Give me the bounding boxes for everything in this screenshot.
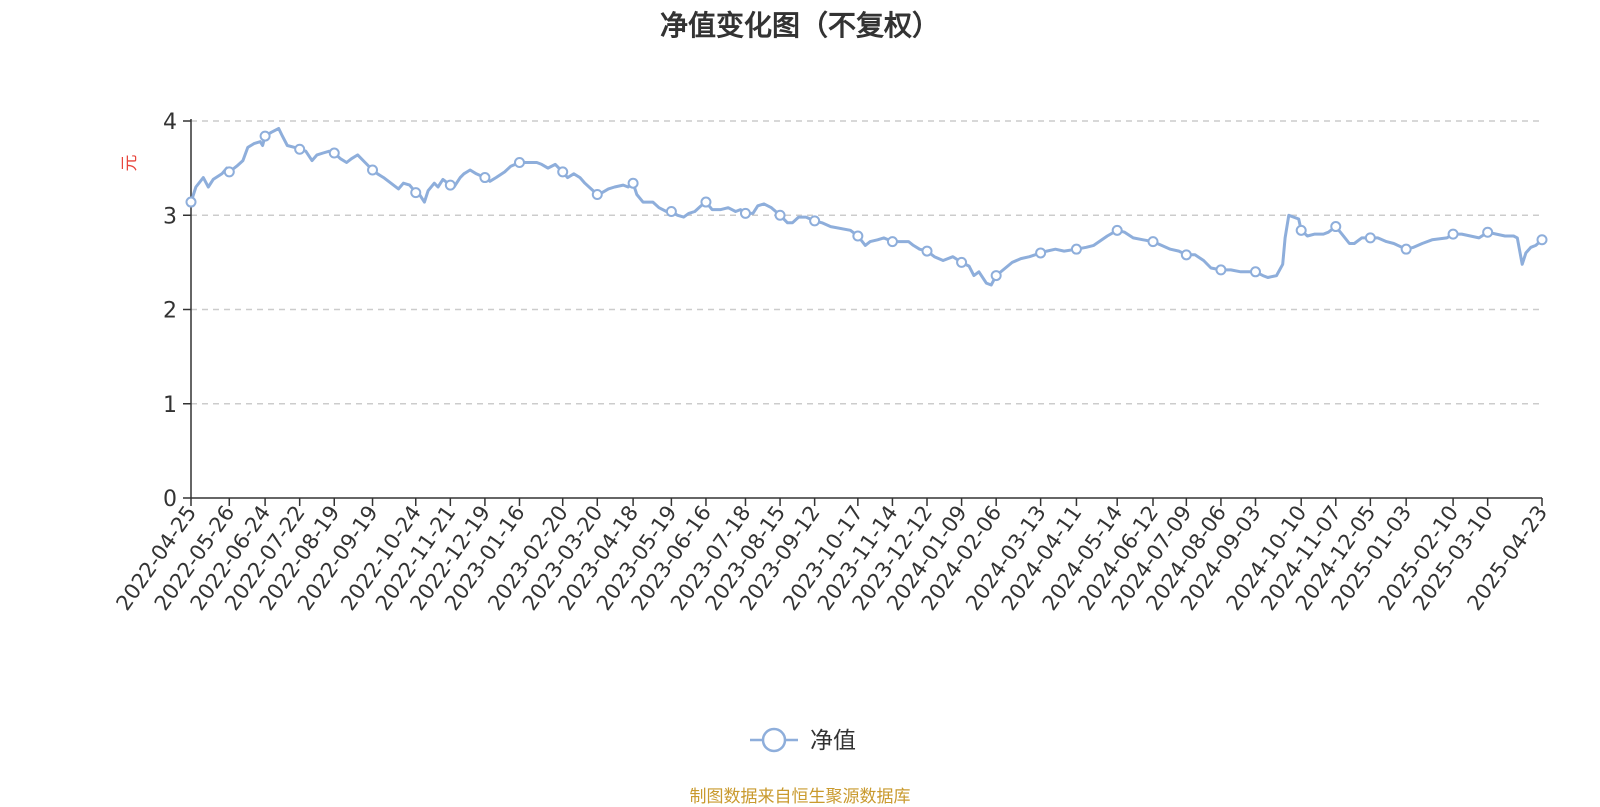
data-point-marker[interactable] [774, 209, 786, 221]
data-point-marker[interactable] [1482, 226, 1494, 238]
data-point-marker[interactable] [479, 172, 491, 184]
data-point-marker[interactable] [444, 179, 456, 191]
data-point-marker[interactable] [294, 143, 306, 155]
data-point-marker[interactable] [665, 205, 677, 217]
source-note: 制图数据来自恒生聚源数据库 [689, 787, 911, 807]
data-point-marker[interactable] [1147, 236, 1159, 248]
data-point-marker[interactable] [185, 196, 197, 208]
data-point-marker[interactable] [328, 147, 340, 159]
data-point-marker[interactable] [259, 130, 271, 142]
data-point-marker[interactable] [1536, 234, 1548, 246]
data-point-marker[interactable] [886, 236, 898, 248]
data-point-marker[interactable] [1215, 264, 1227, 276]
chart-title: 净值变化图（不复权） [659, 9, 940, 42]
data-point-marker[interactable] [591, 189, 603, 201]
data-point-marker[interactable] [410, 187, 422, 199]
data-point-marker[interactable] [1180, 249, 1192, 261]
y-tick-label: 3 [163, 204, 177, 229]
data-point-marker[interactable] [852, 230, 864, 242]
y-tick-label: 1 [163, 393, 177, 418]
data-point-marker[interactable] [921, 245, 933, 257]
data-point-marker[interactable] [1035, 247, 1047, 259]
data-point-marker[interactable] [1447, 228, 1459, 240]
data-point-marker[interactable] [513, 156, 525, 168]
series-layer [185, 127, 1548, 287]
data-point-marker[interactable] [1364, 232, 1376, 244]
data-point-marker[interactable] [809, 215, 821, 227]
data-point-marker[interactable] [1249, 266, 1261, 278]
series-line [189, 127, 1544, 287]
data-point-marker[interactable] [367, 164, 379, 176]
data-point-marker[interactable] [1295, 224, 1307, 236]
axes: 012342022-04-252022-05-262022-06-242022-… [111, 110, 1552, 615]
data-point-marker[interactable] [1400, 243, 1412, 255]
data-point-marker[interactable] [627, 177, 639, 189]
y-axis-label: 元 [120, 155, 140, 172]
legend-marker [761, 727, 787, 753]
legend[interactable]: 净值 [750, 727, 856, 754]
data-point-marker[interactable] [1070, 243, 1082, 255]
y-tick-label: 0 [163, 487, 177, 512]
data-point-marker[interactable] [223, 166, 235, 178]
y-tick-label: 2 [163, 299, 177, 324]
legend-label: 净值 [810, 728, 856, 754]
data-point-marker[interactable] [557, 166, 569, 178]
grid-lines [191, 120, 1542, 405]
data-point-marker[interactable] [956, 256, 968, 268]
data-point-marker[interactable] [1330, 221, 1342, 233]
y-tick-label: 4 [163, 110, 177, 135]
data-point-marker[interactable] [990, 270, 1002, 282]
data-point-marker[interactable] [739, 207, 751, 219]
data-point-marker[interactable] [700, 196, 712, 208]
data-point-marker[interactable] [1111, 224, 1123, 236]
